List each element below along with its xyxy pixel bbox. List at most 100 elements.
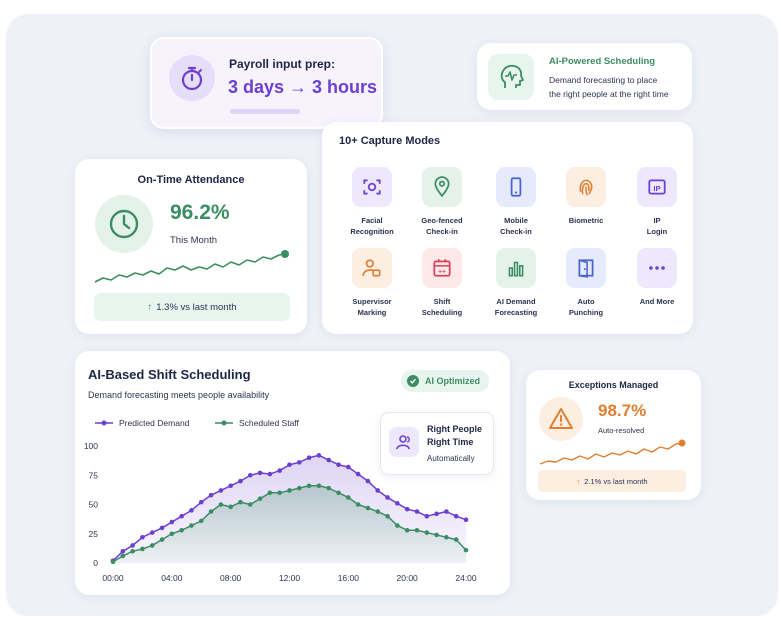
x-tick-label: 12:00 (279, 573, 301, 583)
x-tick-label: 00:00 (102, 573, 124, 583)
data-point (404, 527, 410, 533)
data-point (120, 553, 126, 559)
map-pin-icon (422, 167, 462, 207)
ai-optimized-badge: AI Optimized (401, 370, 490, 392)
payroll-card: Payroll input prep: 3 days → 3 hours (150, 37, 383, 129)
data-point (297, 485, 302, 491)
data-point (434, 511, 439, 517)
capture-mode-more: And More (622, 248, 692, 307)
data-point (375, 488, 381, 493)
right-people-line2: Right Time (427, 437, 474, 447)
data-point (208, 509, 214, 514)
data-point (287, 488, 292, 493)
capture-modes-title: 10+ Capture Modes (339, 135, 441, 147)
capture-mode-face-scan: Facial Recognition (337, 167, 407, 237)
ai-optimized-label: AI Optimized (425, 376, 481, 386)
data-point (444, 534, 449, 540)
data-point (453, 537, 459, 542)
ai-scheduling-title: AI-Powered Scheduling (549, 56, 656, 67)
data-point (434, 532, 439, 538)
data-point (277, 468, 282, 473)
x-tick-label: 24:00 (455, 573, 477, 583)
data-point (385, 495, 390, 500)
x-tick-label: 16:00 (338, 573, 360, 583)
data-point (414, 509, 420, 514)
data-point (267, 490, 273, 496)
data-point (169, 519, 175, 525)
attendance-title: On-Time Attendance (137, 174, 245, 186)
data-point (179, 527, 184, 533)
x-tick-label: 04:00 (161, 573, 183, 583)
x-tick-label: 20:00 (397, 573, 419, 583)
capture-mode-supervisor: Supervisor Marking (337, 248, 407, 318)
data-point (218, 502, 224, 507)
data-point (257, 470, 263, 476)
data-point (267, 471, 273, 477)
bar-chart-icon (496, 248, 536, 288)
legend-label: Predicted Demand (119, 418, 190, 428)
exceptions-sub: Auto-resolved (598, 426, 645, 435)
data-point (149, 530, 155, 535)
capture-mode-label: AI Demand Forecasting (494, 297, 538, 317)
capture-mode-label: Supervisor Marking (352, 297, 392, 317)
data-point (257, 496, 263, 501)
exceptions-sparkline (539, 439, 686, 465)
ip-icon: IP (637, 167, 677, 207)
ai-scheduling-card: AI-Powered Scheduling Demand forecasting… (477, 43, 692, 110)
right-people-line3: Automatically (427, 454, 475, 463)
data-point (159, 525, 165, 531)
exceptions-title: Exceptions Managed (568, 380, 659, 390)
capture-mode-map-pin: Geo-fenced Check-in (407, 167, 477, 237)
data-point (140, 534, 145, 540)
arrow-up-icon: ↑ (576, 476, 581, 486)
warning-icon (539, 397, 583, 441)
people-icon (389, 427, 419, 457)
data-point (130, 549, 135, 554)
data-point (385, 513, 390, 519)
data-point (120, 549, 126, 554)
capture-mode-ip: IP IP Login (622, 167, 692, 237)
capture-mode-label: Facial Recognition (350, 216, 394, 236)
supervisor-icon (352, 248, 392, 288)
x-tick-label: 08:00 (220, 573, 242, 583)
y-tick-label: 50 (89, 500, 99, 510)
data-point (189, 523, 194, 528)
data-point (365, 478, 371, 484)
mobile-icon (496, 167, 536, 207)
data-point (149, 543, 155, 548)
data-point (228, 504, 233, 510)
capture-mode-label: Mobile Check-in (500, 216, 532, 236)
y-tick-label: 25 (89, 529, 99, 539)
attendance-card: On-Time Attendance 96.2% This Month ↑ 1.… (75, 159, 307, 334)
data-point (365, 505, 371, 511)
data-point (218, 488, 224, 493)
data-point (297, 460, 302, 465)
data-point (287, 462, 292, 468)
data-point (346, 464, 351, 470)
data-point (424, 513, 430, 519)
shift-scheduling-title: AI-Based Shift Scheduling (88, 367, 251, 382)
data-point (228, 483, 233, 489)
data-point (395, 501, 400, 506)
exceptions-card: Exceptions Managed 98.7% Auto-resolved ↑… (526, 370, 701, 500)
capture-mode-calendar: ++ Shift Scheduling (407, 248, 477, 318)
right-people-card: Right People Right Time Automatically (380, 412, 494, 475)
data-point (238, 499, 243, 505)
data-point (336, 462, 341, 468)
data-point (414, 527, 420, 533)
payroll-title: Payroll input prep: (229, 57, 336, 71)
data-point (453, 513, 459, 519)
data-point (463, 547, 469, 553)
data-point (326, 485, 332, 491)
legend-marker (221, 420, 227, 426)
payroll-progress-bar (230, 109, 300, 114)
capture-mode-fingerprint: Biometric (551, 167, 621, 226)
ai-scheduling-desc-1: Demand forecasting to place (549, 75, 658, 85)
data-point (208, 492, 214, 498)
data-point (326, 457, 332, 463)
data-point (189, 508, 194, 513)
data-point (316, 453, 322, 458)
data-point (179, 513, 184, 519)
right-people-line1: Right People (427, 424, 483, 434)
data-point (404, 506, 410, 512)
